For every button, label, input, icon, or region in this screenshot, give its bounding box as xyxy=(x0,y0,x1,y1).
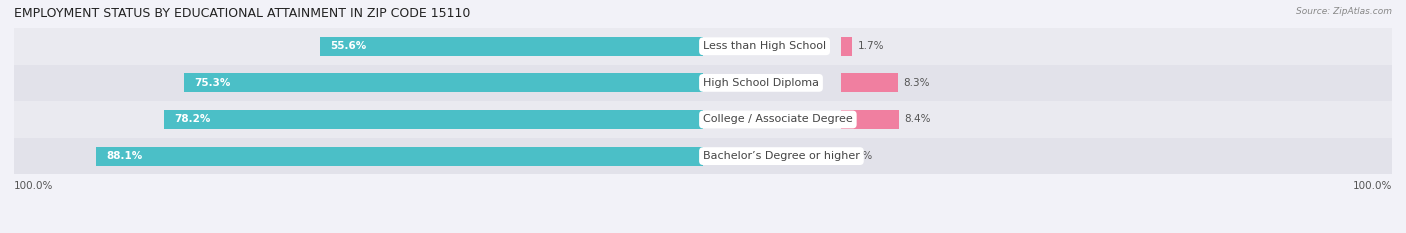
Text: 75.3%: 75.3% xyxy=(194,78,231,88)
Text: College / Associate Degree: College / Associate Degree xyxy=(703,114,853,124)
Text: 8.3%: 8.3% xyxy=(904,78,929,88)
Bar xyxy=(14,28,1392,65)
Bar xyxy=(96,147,703,166)
Bar xyxy=(841,37,852,56)
Text: 8.4%: 8.4% xyxy=(904,114,931,124)
Text: 100.0%: 100.0% xyxy=(1353,181,1392,191)
Text: 78.2%: 78.2% xyxy=(174,114,211,124)
Text: Bachelor’s Degree or higher: Bachelor’s Degree or higher xyxy=(703,151,860,161)
Text: Source: ZipAtlas.com: Source: ZipAtlas.com xyxy=(1296,7,1392,16)
Bar xyxy=(165,110,703,129)
Bar xyxy=(841,110,898,129)
Bar xyxy=(321,37,703,56)
Text: 0.0%: 0.0% xyxy=(846,151,873,161)
Text: EMPLOYMENT STATUS BY EDUCATIONAL ATTAINMENT IN ZIP CODE 15110: EMPLOYMENT STATUS BY EDUCATIONAL ATTAINM… xyxy=(14,7,471,20)
Bar xyxy=(841,73,898,93)
Bar xyxy=(184,73,703,93)
Bar xyxy=(14,138,1392,175)
Text: High School Diploma: High School Diploma xyxy=(703,78,820,88)
Text: 55.6%: 55.6% xyxy=(330,41,367,51)
Text: Less than High School: Less than High School xyxy=(703,41,827,51)
Text: 88.1%: 88.1% xyxy=(107,151,142,161)
Text: 1.7%: 1.7% xyxy=(858,41,884,51)
Bar xyxy=(14,101,1392,138)
Bar xyxy=(14,65,1392,101)
Text: 100.0%: 100.0% xyxy=(14,181,53,191)
